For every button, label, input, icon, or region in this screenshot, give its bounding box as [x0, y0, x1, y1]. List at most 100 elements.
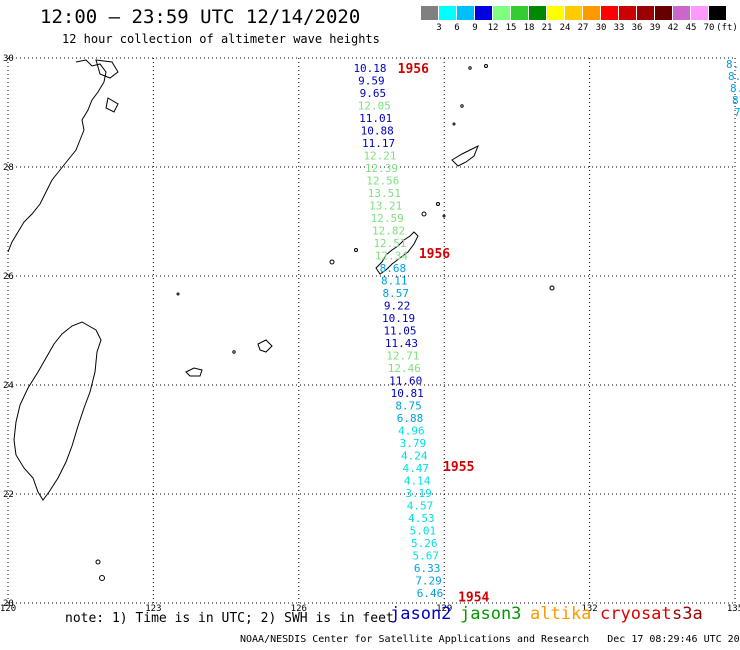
wave-height-value: 9.59	[358, 75, 385, 88]
color-scale-label: 9	[472, 23, 478, 33]
wave-height-value: 5.26	[411, 537, 438, 550]
islet	[452, 122, 456, 126]
wave-height-value: 6.88	[397, 412, 424, 425]
wave-height-value: 4.24	[401, 450, 428, 463]
islet	[354, 248, 358, 252]
islet	[329, 259, 335, 265]
amami-coastline	[451, 144, 479, 167]
wave-height-value: 6.46	[417, 587, 444, 600]
color-scale-label: 21	[541, 23, 553, 33]
edge-wave-height-value: 8.1	[726, 58, 740, 71]
lat-tick-label: 30	[3, 54, 14, 64]
wave-height-value: 6.33	[414, 562, 441, 575]
islet	[484, 64, 488, 68]
satellite-label-jason3: jason3	[460, 604, 522, 624]
color-scale-label: 12	[487, 23, 499, 33]
axis-tick-labels: 120 123 126 129 132 135 30 28 26 24 22 20	[0, 54, 740, 614]
pass-time-label: 1956	[398, 62, 429, 77]
lon-tick-label: 126	[291, 604, 307, 614]
wave-height-value: 4.47	[402, 462, 429, 475]
color-scale-label: 70	[703, 23, 715, 33]
island-north-b	[105, 97, 119, 113]
wave-height-value: 13.21	[369, 200, 402, 213]
footer-note: note: 1) Time is in UTC; 2) SWH is in fe…	[65, 611, 394, 626]
islet	[460, 104, 464, 108]
lon-tick-label: 132	[581, 604, 597, 614]
islet	[421, 211, 427, 217]
wave-height-value: 12.56	[366, 175, 399, 188]
pass-time-label: 1956	[419, 247, 450, 262]
edge-track-values: 8.18.8.87	[726, 58, 740, 119]
color-scale-label: 33	[613, 23, 625, 33]
pass-time-label: 1954	[458, 591, 489, 606]
color-swatch	[565, 6, 582, 20]
edge-wave-height-value: 8.	[730, 82, 740, 95]
taiwan-coastline	[13, 321, 102, 501]
miyako-island	[257, 339, 273, 353]
lon-tick-label: 123	[145, 604, 161, 614]
color-scale-label: 15	[505, 23, 517, 33]
kyushu-coastline	[7, 59, 107, 253]
color-swatch	[709, 6, 726, 20]
wave-height-value: 8.68	[380, 262, 407, 275]
islet	[176, 292, 180, 296]
color-swatch	[691, 6, 708, 20]
map-subtitle: 12 hour collection of altimeter wave hei…	[62, 32, 380, 46]
color-scale-label: 6	[454, 23, 460, 33]
lon-tick-label: 135	[727, 604, 740, 614]
islet	[549, 285, 555, 291]
jason2-track-values: 10.189.599.6512.0511.0110.8811.1712.2112…	[353, 62, 443, 600]
wave-height-value: 12.34	[375, 250, 408, 263]
color-scale-label: 3	[436, 23, 442, 33]
wave-height-value: 7.29	[415, 575, 442, 588]
islet	[442, 214, 446, 218]
satellite-label-s3a: s3a	[672, 604, 703, 624]
islet	[95, 559, 101, 565]
wave-height-value: 10.88	[361, 125, 394, 138]
satellite-label-altika: altika	[530, 604, 592, 624]
pass-time-labels: 1956 1956 1955 1954	[398, 62, 490, 606]
color-scale-label: 36	[631, 23, 643, 33]
color-scale-label: 18	[523, 23, 535, 33]
color-scale-label: 42	[667, 23, 679, 33]
wave-height-value: 12.82	[372, 225, 405, 238]
color-swatch	[583, 6, 600, 20]
color-scale-label: 45	[685, 23, 697, 33]
color-swatch	[619, 6, 636, 20]
color-swatch	[673, 6, 690, 20]
color-swatch	[511, 6, 528, 20]
color-scale-label: 27	[577, 23, 589, 33]
wave-height-value: 8.11	[381, 275, 408, 288]
yaeyama-island	[185, 367, 203, 377]
color-swatch	[637, 6, 654, 20]
color-swatch	[601, 6, 618, 20]
color-swatch	[547, 6, 564, 20]
wave-height-value: 9.22	[384, 300, 411, 313]
islet	[468, 66, 472, 70]
lat-lon-grid	[7, 57, 736, 604]
satellite-label-jason2: jason2	[390, 604, 452, 624]
pass-time-label: 1955	[443, 460, 474, 475]
wave-height-value: 11.01	[359, 112, 392, 125]
color-swatch	[529, 6, 546, 20]
color-swatch	[475, 6, 492, 20]
footer-credit: NOAA/NESDIS Center for Satellite Applica…	[240, 634, 740, 645]
lat-tick-label: 28	[3, 163, 14, 173]
wave-height-value: 3.19	[405, 487, 432, 500]
lat-tick-label: 24	[3, 381, 14, 391]
satellite-label-cryosat: cryosat	[600, 604, 672, 624]
lon-tick-label: 129	[436, 604, 452, 614]
wave-height-value: 11.05	[383, 325, 416, 338]
wave-height-value: 9.65	[360, 87, 387, 100]
color-swatch	[493, 6, 510, 20]
wave-height-value: 8.75	[395, 400, 422, 413]
island-north-a	[95, 59, 119, 79]
wave-height-value: 4.53	[408, 512, 435, 525]
lat-tick-label: 26	[3, 272, 14, 282]
okinawa-coastline	[375, 231, 419, 275]
edge-wave-height-value: 8	[732, 94, 739, 107]
wave-height-value: 12.39	[365, 162, 398, 175]
color-swatch	[439, 6, 456, 20]
wave-height-value: 10.81	[391, 387, 424, 400]
color-swatch	[655, 6, 672, 20]
